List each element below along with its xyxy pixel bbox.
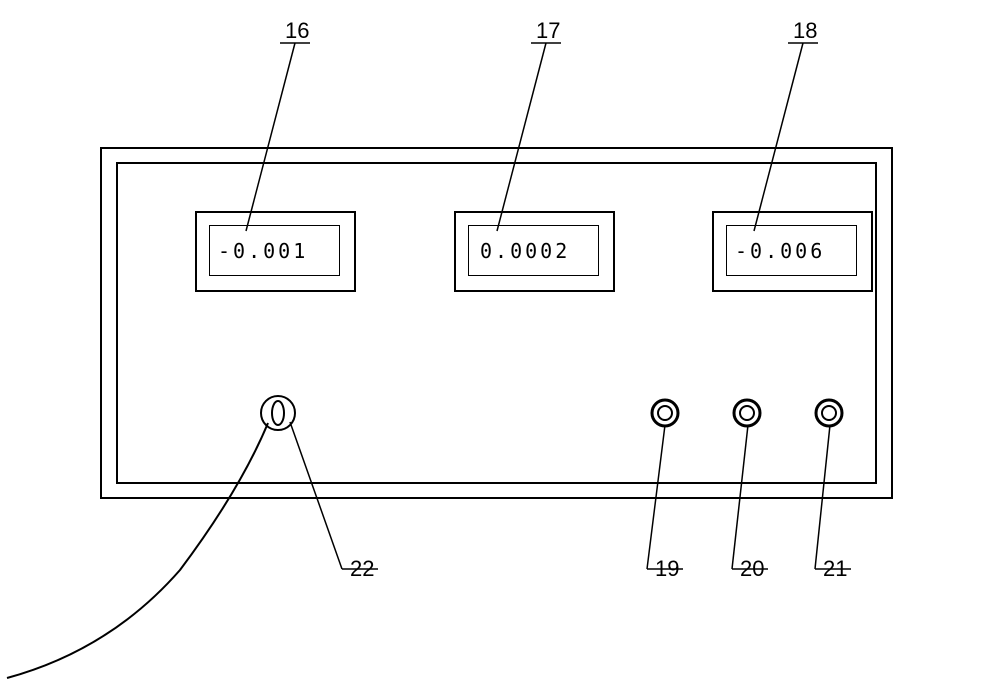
connector-20-icon [732,398,762,428]
label-16: 16 [285,18,309,44]
connector-21-icon [814,398,844,428]
connector-19-icon [650,398,680,428]
label-17: 17 [536,18,560,44]
power-connector-icon [258,393,298,433]
diagram-canvas: -0.001 0.0002 -0.006 16 17 18 22 19 20 2… [0,0,1000,694]
display-2-value: 0.0002 [480,239,570,263]
label-22: 22 [350,556,374,582]
label-20: 20 [740,556,764,582]
label-19: 19 [655,556,679,582]
display-1-value: -0.001 [218,239,308,263]
label-21: 21 [823,556,847,582]
label-18: 18 [793,18,817,44]
display-3-value: -0.006 [735,239,825,263]
